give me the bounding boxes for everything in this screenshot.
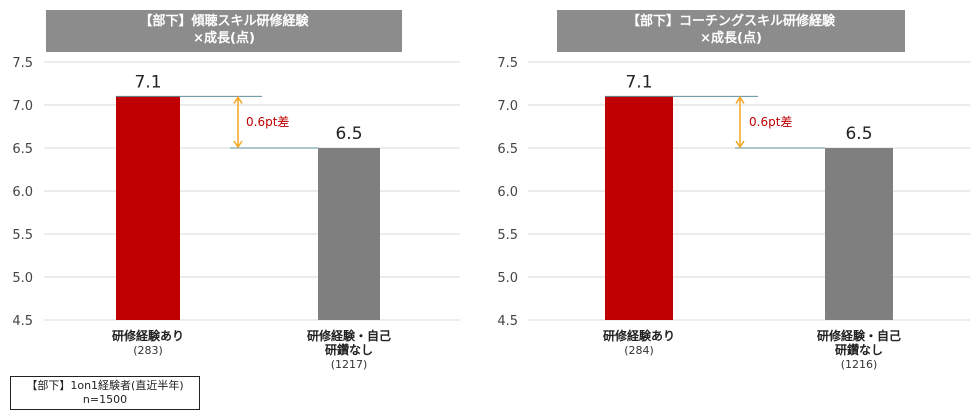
sample-note-line2: n=1500 [82, 393, 128, 406]
category-label: 研修経験あり [603, 328, 675, 343]
y-tick-label: 6.0 [12, 185, 33, 200]
bar-value-label: 6.5 [845, 124, 872, 144]
bar-value-label: 7.1 [625, 72, 652, 92]
y-tick-label: 5.0 [497, 271, 518, 286]
y-tick-label: 4.5 [12, 314, 33, 329]
bar-value-label: 7.1 [134, 72, 161, 92]
chart-title-line1: 【部下】コーチングスキル研修経験 [626, 14, 835, 29]
category-label: 研鑽なし [835, 342, 883, 357]
category-n-label: (284) [624, 344, 654, 357]
sample-note-line1: 【部下】1on1経験者(直近半年) [26, 379, 184, 392]
bar [116, 96, 180, 321]
chart-title-coaching: 【部下】コーチングスキル研修経験 ×成長(点) [557, 10, 905, 52]
bar [605, 96, 673, 321]
bar [318, 148, 380, 320]
y-tick-label: 6.5 [12, 142, 33, 157]
difference-label: 0.6pt差 [749, 115, 792, 129]
y-tick-label: 5.0 [12, 271, 33, 286]
bar-value-label: 6.5 [335, 124, 362, 144]
category-label: 研鑽なし [325, 342, 373, 357]
difference-arrow-head [233, 140, 243, 149]
difference-arrow-head [233, 96, 243, 104]
chart-title-listening: 【部下】傾聴スキル研修経験 ×成長(点) [46, 10, 402, 52]
chart-title-line2: ×成長(点) [700, 31, 762, 46]
y-tick-label: 7.5 [497, 56, 518, 71]
category-label: 研修経験・自己 [307, 328, 391, 343]
category-label: 研修経験あり [112, 328, 184, 343]
chart-title-line1: 【部下】傾聴スキル研修経験 [139, 14, 309, 29]
category-n-label: (1217) [331, 358, 368, 371]
y-tick-label: 6.5 [497, 142, 518, 157]
y-tick-label: 5.5 [12, 228, 33, 243]
difference-arrow-head [735, 96, 745, 104]
category-n-label: (283) [133, 344, 163, 357]
difference-label: 0.6pt差 [246, 115, 289, 129]
sample-size-note: 【部下】1on1経験者(直近半年) n=1500 [10, 376, 200, 410]
category-label: 研修経験・自己 [817, 328, 901, 343]
y-tick-label: 7.5 [12, 56, 33, 71]
y-tick-label: 6.0 [497, 185, 518, 200]
y-tick-label: 7.0 [497, 99, 518, 114]
y-tick-label: 7.0 [12, 99, 33, 114]
y-tick-label: 4.5 [497, 314, 518, 329]
chart-title-line2: ×成長(点) [193, 31, 255, 46]
difference-arrow-head [735, 140, 745, 149]
bar [825, 148, 893, 320]
category-n-label: (1216) [841, 358, 878, 371]
y-tick-label: 5.5 [497, 228, 518, 243]
